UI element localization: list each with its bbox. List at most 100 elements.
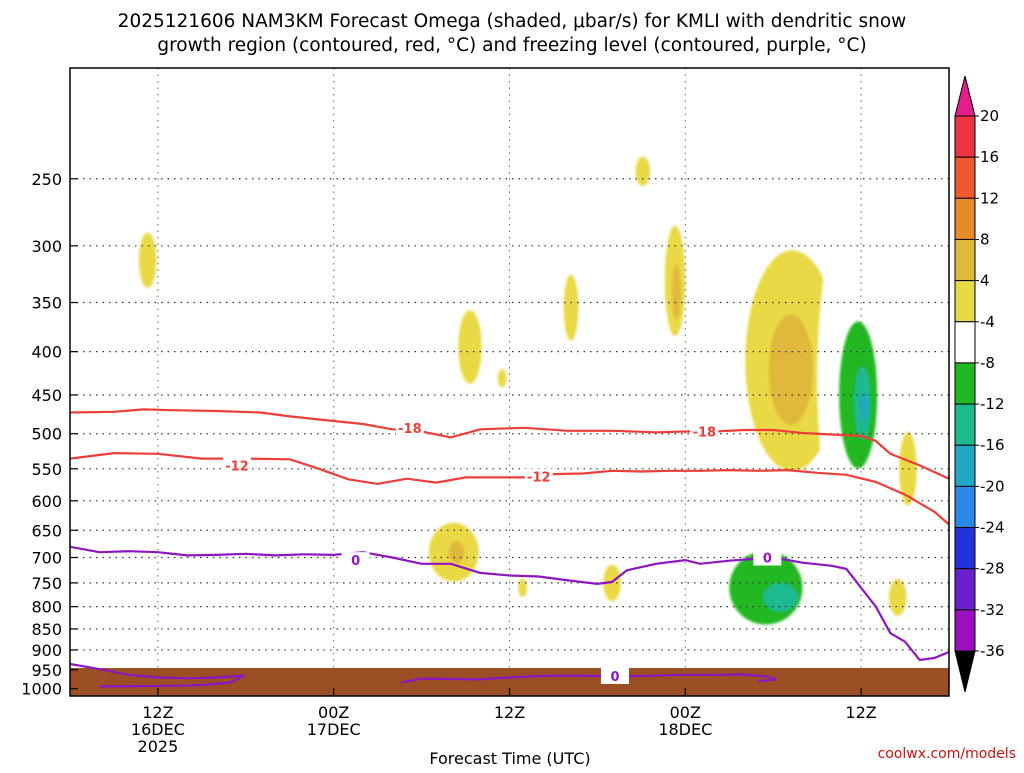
y-tick-label-650: 650 <box>31 521 62 540</box>
omega-region-13 <box>518 578 528 597</box>
x-tick-label-30-0: 12Z <box>494 703 525 722</box>
omega-region-0 <box>138 232 157 288</box>
y-tick-label-500: 500 <box>31 425 62 444</box>
colorbar-label-2: 12 <box>980 189 999 207</box>
omega-region-3 <box>458 310 482 384</box>
dgz-label-0-1: -12 <box>527 471 551 486</box>
colorbar-label-10: -24 <box>980 519 1005 537</box>
colorbar-label-7: -12 <box>980 395 1005 413</box>
omega-region-27 <box>888 578 907 616</box>
colorbar: 20 16 12 8 4 -4 -8 -12 -16 -20 -24 -28 -32 -36 <box>954 75 1005 693</box>
omega-region-5 <box>563 274 579 341</box>
colorbar-label-6: -8 <box>980 354 995 372</box>
colorbar-swatch-4 <box>954 280 976 323</box>
x-tick-label-6-0: 12Z <box>142 703 173 722</box>
omega-region-24 <box>860 392 868 422</box>
colorbar-label-11: -28 <box>980 560 1005 578</box>
y-tick-label-700: 700 <box>31 549 62 568</box>
dgz-contour-0 <box>70 451 949 526</box>
dgz-label-bg-0-0 <box>223 457 252 474</box>
y-tick-label-750: 750 <box>31 574 62 593</box>
freezing-contour-0 <box>70 545 949 662</box>
omega-region-4 <box>497 369 507 388</box>
x-tick-label-18-0: 00Z <box>318 703 349 722</box>
y-tick-label-600: 600 <box>31 492 62 511</box>
omega-region-2 <box>390 343 403 370</box>
omega-shading <box>138 156 917 653</box>
omega-region-20 <box>768 314 813 425</box>
y-tick-label-950: 950 <box>31 661 62 680</box>
colorbar-swatch-5 <box>954 321 976 364</box>
omega-region-11 <box>449 541 465 564</box>
omega-region-9 <box>672 264 681 320</box>
colorbar-label-1: 16 <box>980 148 999 166</box>
colorbar-label-13: -36 <box>980 642 1005 660</box>
dgz-label-0-0: -12 <box>225 459 249 474</box>
omega-region-6 <box>635 156 651 187</box>
colorbar-label-4: 4 <box>980 272 990 290</box>
dgz-label-bg-0-1 <box>524 468 553 485</box>
y-tick-label-250: 250 <box>31 170 62 189</box>
chart-title-line-1: 2025121606 NAM3KM Forecast Omega (shaded… <box>118 11 907 32</box>
chart-title-line-2: growth region (contoured, red, °C) and f… <box>157 35 866 56</box>
colorbar-swatch-6 <box>954 362 976 405</box>
freezing-label-0-1: 0 <box>763 552 772 567</box>
omega-region-1 <box>297 309 309 347</box>
dgz-label-1-0: -18 <box>398 422 422 437</box>
colorbar-swatch-1 <box>954 156 976 199</box>
freezing-label-2-0: 0 <box>610 670 619 685</box>
x-tick-label-54-0: 12Z <box>845 703 876 722</box>
x-tick-label-42-1: 18DEC <box>658 720 712 739</box>
x-tick-label-42-0: 00Z <box>670 703 701 722</box>
y-tick-label-400: 400 <box>31 343 62 362</box>
freezing-label-bg-0-1 <box>753 549 782 566</box>
contour-labels: -12 -12 -18 -18 0 0 0 <box>223 419 782 685</box>
y-tick-label-900: 900 <box>31 641 62 660</box>
colorbar-label-5: -4 <box>980 313 995 331</box>
y-tick-label-350: 350 <box>31 294 62 313</box>
y-tick-label-300: 300 <box>31 237 62 256</box>
x-tick-label-6-1: 16DEC <box>131 720 185 739</box>
y-tick-label-1000: 1000 <box>21 680 62 699</box>
freezing-label-bg-0-0 <box>341 552 370 569</box>
colorbar-swatch-11 <box>954 568 976 611</box>
colorbar-label-9: -20 <box>980 477 1005 495</box>
colorbar-swatch-12 <box>954 609 976 652</box>
omega-region-18 <box>762 582 799 613</box>
dgz-label-bg-1-0 <box>395 419 424 436</box>
colorbar-swatch-2 <box>954 197 976 240</box>
colorbar-label-3: 8 <box>980 230 990 248</box>
y-tick-label-550: 550 <box>31 460 62 479</box>
colorbar-top-arrow <box>954 75 976 117</box>
colorbar-swatch-0 <box>954 115 976 158</box>
temperature-contours <box>70 408 949 688</box>
dgz-contour-1 <box>70 408 949 480</box>
colorbar-swatch-3 <box>954 238 976 282</box>
freezing-label-0-0: 0 <box>351 554 360 569</box>
colorbar-swatch-10 <box>954 527 976 570</box>
x-tick-label-6-2: 2025 <box>138 737 179 756</box>
colorbar-swatch-7 <box>954 403 976 446</box>
colorbar-swatch-8 <box>954 444 976 487</box>
omega-region-26 <box>866 540 891 596</box>
colorbar-label-0: 20 <box>980 107 999 125</box>
x-tick-label-18-1: 17DEC <box>307 720 361 739</box>
colorbar-label-8: -16 <box>980 436 1005 454</box>
gridlines <box>70 68 949 696</box>
credit-text: coolwx.com/models <box>878 746 1016 762</box>
dgz-label-bg-1-1 <box>690 423 719 440</box>
omega-region-25 <box>899 432 917 506</box>
dgz-label-1-1: -18 <box>693 426 717 441</box>
colorbar-bottom-arrow <box>954 650 976 693</box>
x-axis-label: Forecast Time (UTC) <box>429 749 590 768</box>
y-tick-label-850: 850 <box>31 620 62 639</box>
y-axis: 250 300 350 400 450 500 550 600 650 700 750 800 850 9… <box>21 170 78 699</box>
freezing-contour-1 <box>70 662 245 688</box>
colorbar-label-12: -32 <box>980 601 1005 619</box>
colorbar-swatch-9 <box>954 485 976 529</box>
omega-region-12 <box>392 530 405 575</box>
y-tick-label-800: 800 <box>31 598 62 617</box>
freezing-label-bg-2-0 <box>600 667 629 684</box>
